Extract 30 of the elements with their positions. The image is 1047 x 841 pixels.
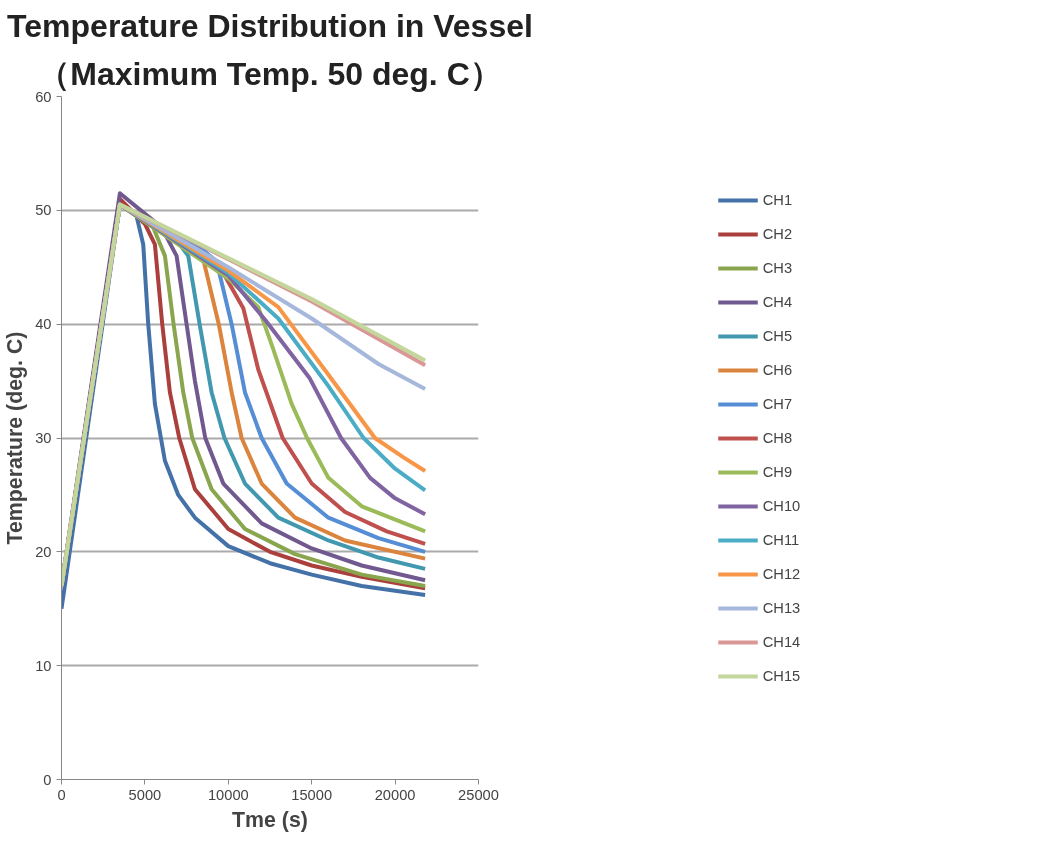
x-tick-label: 20000	[374, 786, 416, 803]
legend-label: CH13	[762, 599, 801, 616]
x-axis-title: Tme (s)	[232, 807, 308, 832]
legend-label: CH9	[762, 463, 793, 480]
y-tick-label: 30	[35, 430, 52, 446]
y-tick-label: 10	[35, 657, 52, 674]
legend-label: CH12	[762, 565, 801, 582]
x-tick-label: 25000	[458, 786, 499, 803]
x-tick-label: 0	[57, 786, 66, 803]
legend-label: CH7	[762, 395, 793, 412]
legend-label: CH8	[762, 429, 793, 446]
legend-label: CH1	[762, 191, 793, 208]
legend-label: CH15	[762, 667, 801, 684]
y-tick-label: 40	[35, 316, 52, 333]
y-axis-title: Temperature (deg. C)	[3, 331, 28, 545]
legend-label: CH11	[762, 531, 800, 548]
y-tick-label: 0	[43, 771, 52, 788]
y-tick-label: 20	[35, 543, 52, 560]
legend-label: CH5	[762, 327, 793, 344]
chart-title: Temperature Distribution in Vessel	[7, 7, 533, 44]
legend-label: CH3	[762, 259, 793, 276]
legend-label: CH14	[762, 633, 801, 650]
legend-label: CH2	[762, 225, 793, 242]
y-tick-label: 50	[35, 202, 52, 219]
legend-label: CH4	[762, 293, 793, 310]
legend-label: CH10	[762, 497, 801, 514]
x-tick-label: 10000	[207, 786, 249, 803]
x-tick-label: 15000	[291, 786, 333, 803]
legend-label: CH6	[762, 361, 793, 378]
x-tick-label: 5000	[128, 786, 162, 803]
